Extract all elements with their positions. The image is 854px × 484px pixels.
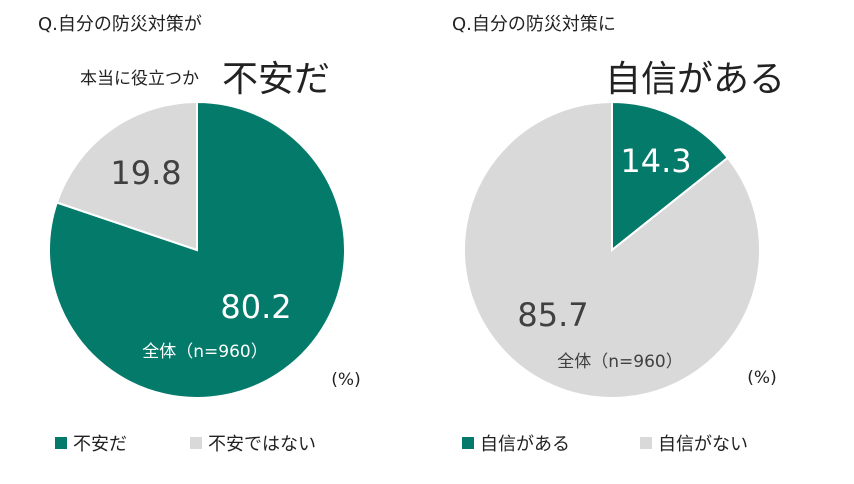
chart2-slice-2 (463, 100, 761, 399)
legend-swatch (190, 437, 202, 449)
chart2-title-line1: Q.自分の防災対策に (452, 14, 616, 35)
chart2-legend-item-2: 自信がない (640, 430, 748, 456)
chart1-unit-label: (%) (331, 370, 360, 390)
legend-label: 自信がない (658, 434, 748, 455)
legend-label: 自信がある (480, 434, 570, 455)
chart2-value-label-1: 14.3 (620, 142, 691, 180)
chart1-title-large: 不安だ (222, 59, 331, 100)
chart1-slice-2 (55, 100, 198, 252)
legend-swatch (640, 437, 652, 449)
chart2-unit-label: (%) (747, 368, 776, 388)
legend-label: 不安だ (73, 434, 127, 455)
legend-label: 不安ではない (208, 434, 316, 455)
chart1-title-line1: Q.自分の防災対策が (38, 14, 202, 35)
chart1-legend-item-1: 不安だ (55, 430, 127, 456)
chart1-value-label-1: 80.2 (220, 288, 291, 326)
legend-swatch (462, 437, 474, 449)
chart2-value-label-2: 85.7 (517, 296, 588, 334)
chart2-slice-1 (611, 100, 730, 253)
chart2-title-large: 自信がある (605, 59, 786, 100)
chart1-sample-size: 全体（n=960） (142, 342, 267, 362)
chart1-legend-item-2: 不安ではない (190, 430, 316, 456)
chart1-title-small: 本当に役立つか (80, 69, 199, 89)
chart1-value-label-2: 19.8 (110, 154, 181, 192)
chart2-legend-item-1: 自信がある (462, 430, 570, 456)
legend-swatch (55, 437, 67, 449)
chart2-sample-size: 全体（n=960） (557, 352, 682, 372)
